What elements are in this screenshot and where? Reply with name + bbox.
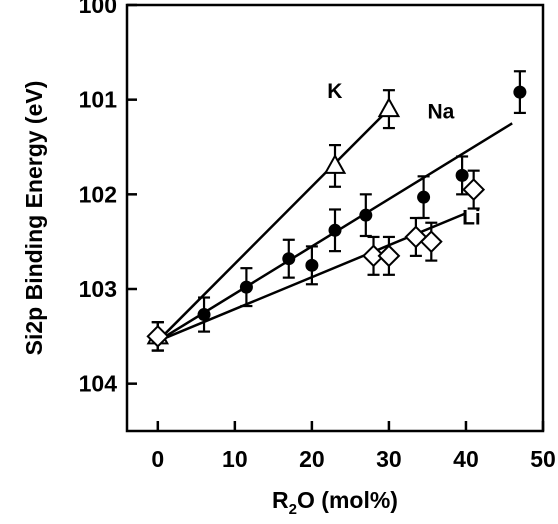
y-ticks: 100 101 102 103 104: [79, 0, 137, 397]
y-tick-label-103: 103: [79, 276, 117, 302]
y-tick-label-104: 104: [79, 371, 118, 397]
y-tick-label-100: 100: [79, 0, 117, 18]
series-annotations: K Na Li: [327, 80, 480, 230]
x-tick-label-30: 30: [376, 446, 402, 472]
series-label-k: K: [327, 80, 342, 103]
point-li-5: [462, 178, 486, 202]
y-axis-title: Si2p Binding Energy (eV): [21, 81, 47, 356]
point-na-2: [239, 280, 253, 294]
point-li-4: [419, 230, 443, 254]
x-tick-label-40: 40: [453, 446, 479, 472]
x-tick-label-0: 0: [151, 446, 164, 472]
point-li-1: [362, 244, 385, 268]
point-li-0: [146, 324, 170, 348]
y-tick-label-102: 102: [79, 181, 117, 207]
point-na-1: [197, 308, 211, 322]
point-na-7: [417, 190, 431, 204]
point-k-1: [323, 153, 347, 174]
point-k-2: [377, 97, 401, 118]
point-li-2: [377, 244, 401, 268]
fit-line-k: [156, 108, 390, 342]
point-na-8: [455, 168, 469, 182]
x-tick-label-50: 50: [530, 446, 556, 472]
x-tick-label-10: 10: [222, 446, 248, 472]
point-na-3: [282, 252, 296, 266]
series-label-na: Na: [427, 101, 454, 124]
point-na-6: [359, 208, 373, 222]
markers: [146, 85, 527, 348]
point-na-9: [513, 85, 527, 99]
plot-frame: [125, 3, 545, 433]
x-axis-title: R2O (mol%): [272, 487, 398, 518]
y-tick-label-101: 101: [79, 87, 118, 113]
x-tick-label-20: 20: [299, 446, 325, 472]
x-ticks: 0 10 20 30 40 50: [151, 421, 556, 472]
point-na-4: [305, 258, 319, 272]
point-na-5: [328, 223, 342, 237]
series-label-li: Li: [462, 207, 481, 230]
